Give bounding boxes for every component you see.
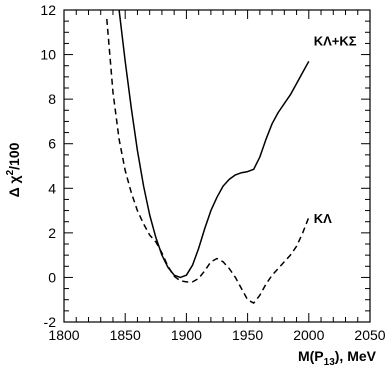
- y-tick-label: -2: [44, 314, 57, 330]
- y-tick-label: 10: [40, 47, 56, 63]
- axis-ticks: [63, 9, 371, 323]
- y-tick-label: 2: [48, 225, 56, 241]
- y-tick-label: 4: [48, 180, 56, 196]
- y-axis-title-sup: 2: [5, 169, 16, 175]
- y-tick-label: 8: [48, 91, 56, 107]
- series-lines: [106, 9, 310, 304]
- y-axis-title-pre: Δ χ: [6, 175, 22, 197]
- series-line-klambda-ksigma: [118, 9, 310, 279]
- series-annotations: KΛ+KΣ KΛ: [314, 34, 357, 226]
- x-axis-title-sub: 13: [324, 357, 336, 368]
- series-label-0: KΛ+KΣ: [314, 34, 357, 49]
- plot-frame: [63, 9, 371, 323]
- axis-tick-labels: 1800 1850 1900 1950 2000 2050 -2 0 2 4 6 8 10 12: [40, 2, 385, 343]
- y-axis-title: Δ χ2/100: [5, 142, 22, 197]
- x-axis-title-main: M(P: [298, 348, 324, 364]
- x-axis-title-rest: ), MeV: [335, 348, 377, 364]
- y-tick-label: 12: [40, 2, 56, 18]
- y-axis-title-post: /100: [6, 142, 22, 169]
- x-tick-label: 1800: [48, 327, 79, 343]
- series-label-1: KΛ: [314, 211, 332, 226]
- x-tick-label: 1900: [171, 327, 202, 343]
- x-tick-label: 2050: [354, 327, 385, 343]
- x-tick-label: 1950: [232, 327, 263, 343]
- x-tick-label: 1850: [110, 327, 141, 343]
- y-tick-label: 0: [48, 269, 56, 285]
- plot-border: [63, 9, 371, 323]
- y-tick-label: 6: [48, 136, 56, 152]
- x-tick-label: 2000: [293, 327, 324, 343]
- series-line-klambda: [106, 18, 310, 304]
- x-axis-title: M(P13), MeV: [298, 348, 377, 368]
